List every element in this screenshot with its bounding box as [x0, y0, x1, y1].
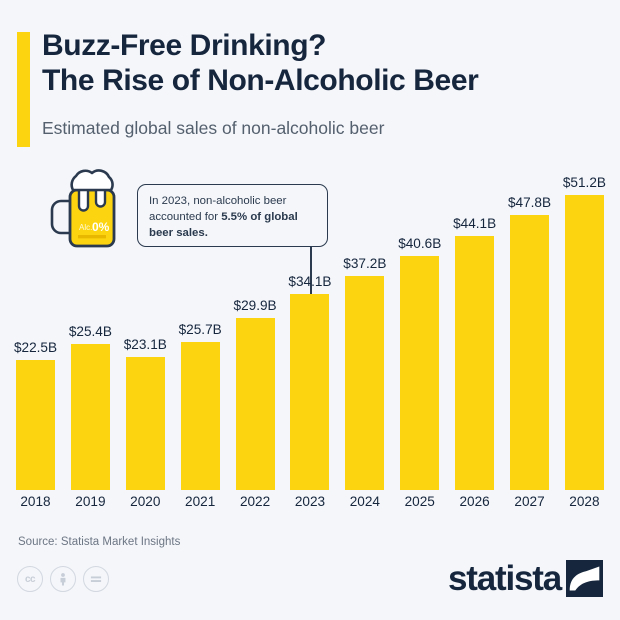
bar-column: $40.6B: [398, 150, 442, 490]
x-axis-tick-label: 2019: [75, 494, 106, 509]
bar-column: $25.7B: [178, 150, 222, 490]
bar-column: $23.1B: [123, 150, 167, 490]
bar-value-label: $22.5B: [13, 340, 58, 355]
bar-value-label: $23.1B: [123, 337, 167, 352]
bar-value-label: $40.6B: [398, 236, 442, 251]
bar-column: $37.2B: [343, 150, 387, 490]
person-icon: [60, 573, 66, 586]
bar-chart: $22.5B $25.4B $23.1B $25.7B $29.9B $34.1B $37.…: [0, 150, 620, 490]
bar-value-label: $25.7B: [178, 322, 222, 337]
bar[interactable]: [400, 256, 440, 490]
bar-value-label: $37.2B: [343, 256, 387, 271]
bar[interactable]: [510, 215, 550, 490]
x-axis-tick-label: 2027: [514, 494, 545, 509]
x-axis-tick-label: 2022: [239, 494, 271, 509]
x-axis-tick-label: 2018: [20, 494, 51, 509]
cc-icon[interactable]: cc: [17, 566, 43, 592]
mug-alc-value: 0%: [92, 220, 110, 234]
x-axis-tick-label: 2024: [349, 494, 380, 509]
bar[interactable]: [70, 344, 110, 490]
bar-value-label: $47.8B: [507, 195, 552, 210]
callout-text-bold: 5.5% of global beer sales.: [149, 211, 298, 240]
mug-alc-prefix: Alc.: [79, 223, 92, 232]
x-axis-tick-label: 2028: [569, 494, 600, 509]
equals-icon: [90, 576, 102, 582]
callout-text: In 2023, non-alcoholic beer accounted fo…: [149, 193, 316, 242]
bar-column: $22.5B: [13, 150, 58, 490]
bar-column: $47.8B: [507, 150, 552, 490]
bar-column: $34.1B: [288, 150, 332, 490]
x-axis-tick-label: 2026: [459, 494, 490, 509]
callout-connector-line: [310, 247, 312, 299]
source-note: Source: Statista Market Insights: [18, 536, 181, 548]
bar[interactable]: [290, 294, 330, 490]
bar-column: $51.2B: [562, 150, 606, 490]
x-axis-tick-label: 2020: [130, 494, 161, 509]
cc-icon-label: cc: [24, 573, 36, 585]
bar[interactable]: [235, 318, 275, 490]
statista-logo: statista: [448, 560, 603, 597]
x-axis-tick-label: 2025: [404, 494, 435, 509]
callout-text-normal: In 2023, non-alcoholic beer accounted fo…: [149, 195, 287, 224]
statista-wordmark: statista: [448, 559, 562, 598]
x-axis-tick-label: 2023: [294, 494, 326, 509]
x-axis-tick-label: 2021: [185, 494, 216, 509]
bar[interactable]: [345, 276, 385, 490]
x-axis-labels: 2018 2019 2020 2021 2022 2023 2024 2025 2026 2027…: [16, 494, 604, 509]
callout-box: In 2023, non-alcoholic beer accounted fo…: [137, 184, 328, 247]
bar-value-label: $29.9B: [233, 298, 277, 313]
license-icons: cc: [17, 566, 109, 592]
statista-logo-mark: [566, 560, 603, 597]
bar-value-label: $25.4B: [68, 324, 112, 339]
bar-value-label: $51.2B: [562, 175, 606, 190]
cc-by-icon[interactable]: [50, 566, 76, 592]
cc-nd-icon[interactable]: [83, 566, 109, 592]
page-subtitle: Estimated global sales of non-alcoholic …: [42, 118, 385, 138]
bar-column: $29.9B: [233, 150, 277, 490]
title-line-2: The Rise of Non-Alcoholic Beer: [42, 64, 479, 98]
beer-mug-icon: Alc. 0%: [43, 168, 135, 260]
bar[interactable]: [125, 357, 165, 490]
bar-column: $44.1B: [453, 150, 497, 490]
accent-bar: [17, 32, 30, 147]
bar-column: $25.4B: [68, 150, 112, 490]
bar[interactable]: [455, 236, 495, 490]
bar-value-label: $34.1B: [288, 274, 332, 289]
bar[interactable]: [180, 342, 220, 490]
bar-value-label: $44.1B: [453, 216, 497, 231]
title-line-1: Buzz-Free Drinking?: [42, 29, 327, 62]
bar-series: $22.5B $25.4B $23.1B $25.7B $29.9B $34.1B $37.…: [13, 150, 606, 490]
page-title: Buzz-Free Drinking? The Rise of Non-Alco…: [42, 28, 607, 98]
bar[interactable]: [564, 195, 604, 490]
bar[interactable]: [16, 360, 55, 490]
